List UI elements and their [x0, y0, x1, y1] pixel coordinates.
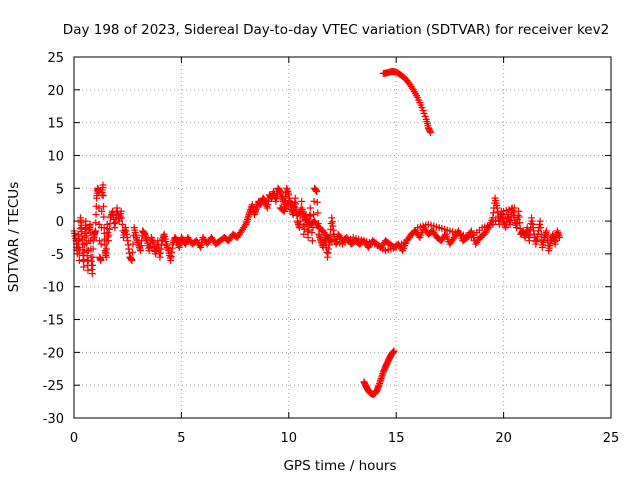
data-point-main-band-interp — [314, 209, 322, 217]
y-axis-label: SDTVAR / TECUs — [6, 182, 22, 292]
y-tick-label: 5 — [56, 182, 64, 197]
data-point-main-band-interp — [308, 229, 316, 237]
data-point-main-band-interp — [100, 202, 108, 210]
data-point-main-band-interp — [118, 214, 126, 222]
plot-frame — [73, 56, 612, 419]
data-point-main-band — [97, 256, 105, 264]
data-point-main-band-interp — [89, 261, 97, 269]
data-point-main-band — [128, 256, 136, 264]
x-axis-label: GPS time / hours — [283, 458, 396, 474]
data-point-main-band — [102, 253, 110, 261]
y-axis-ticks: -30 -25 -20 -15 -10 -5 0 5 10 15 20 25 — [43, 51, 611, 427]
data-point-main-band — [99, 181, 107, 189]
y-tick-label: -10 — [43, 281, 64, 296]
data-point-main-band-interp — [82, 232, 90, 240]
data-point-main-band-interp — [75, 237, 83, 245]
data-point-main-band — [86, 220, 94, 228]
y-tick-label: 20 — [47, 84, 64, 99]
data-point-main-band — [296, 224, 304, 232]
data-point-main-band-interp — [89, 253, 97, 261]
x-tick-label: 5 — [177, 431, 185, 446]
data-points — [70, 67, 563, 398]
data-point-main-band — [91, 227, 99, 235]
y-tick-label: 15 — [47, 117, 64, 132]
data-point-main-band — [88, 270, 96, 278]
data-point-main-band — [306, 204, 314, 212]
data-point-main-band — [117, 207, 125, 215]
y-tick-label: -25 — [43, 379, 64, 394]
data-point-main-band-interp — [80, 256, 88, 264]
data-point-main-band-interp — [310, 197, 318, 205]
data-point-main-band-interp — [129, 248, 137, 256]
data-point-main-band-interp — [241, 222, 249, 230]
data-point-main-band — [298, 197, 306, 205]
y-tick-label: 25 — [47, 51, 64, 66]
data-point-main-band-interp — [92, 211, 100, 219]
y-tick-label: 10 — [47, 149, 64, 164]
data-point-main-band — [555, 234, 563, 241]
data-point-upper-arc-interp — [408, 84, 416, 92]
data-point-main-band — [80, 263, 88, 271]
data-point-main-band-interp — [313, 198, 321, 206]
y-tick-label: -20 — [43, 346, 64, 361]
data-point-lower-arc — [390, 347, 398, 355]
data-point-main-band — [308, 237, 316, 245]
data-point-main-band-interp — [537, 224, 545, 232]
data-point-afternoon-band-interp — [327, 236, 335, 244]
x-tick-label: 20 — [495, 431, 512, 446]
data-point-upper-arc-interp — [419, 106, 427, 114]
data-point-main-band — [536, 217, 544, 225]
data-point-upper-arc-interp — [421, 112, 429, 120]
data-point-main-band-interp — [96, 237, 104, 245]
data-point-main-band-interp — [89, 245, 97, 253]
data-point-main-band-interp — [76, 224, 84, 232]
data-point-main-band-interp — [92, 219, 100, 227]
data-point-main-band — [75, 256, 83, 264]
data-point-main-band-interp — [100, 213, 108, 221]
x-tick-label: 0 — [70, 431, 78, 446]
data-point-afternoon-band — [510, 204, 518, 212]
y-tick-label: 0 — [56, 215, 64, 230]
data-point-upper-arc-interp — [420, 109, 428, 117]
x-tick-label: 10 — [281, 431, 298, 446]
data-point-main-band — [467, 227, 475, 235]
y-tick-label: -5 — [51, 248, 64, 263]
x-axis-ticks: 0 5 10 15 20 25 — [70, 57, 619, 446]
data-point-main-band-interp — [84, 256, 92, 264]
data-point-main-band-interp — [118, 220, 126, 228]
x-tick-label: 15 — [388, 431, 405, 446]
chart-title: Day 198 of 2023, Sidereal Day-to-day VTE… — [63, 22, 609, 38]
data-point-main-band-interp — [310, 211, 318, 219]
data-point-main-band-interp — [98, 207, 106, 215]
data-point-main-band-interp — [102, 245, 110, 253]
data-point-main-band — [95, 188, 103, 196]
data-point-main-band — [313, 188, 321, 196]
data-point-main-band-interp — [99, 192, 107, 200]
y-tick-label: -30 — [43, 412, 64, 427]
data-point-main-band-interp — [306, 211, 314, 219]
data-point-main-band — [84, 266, 92, 274]
grid-lines — [74, 57, 611, 418]
data-point-main-band-interp — [97, 240, 105, 248]
data-point-upper-arc — [427, 128, 435, 136]
x-tick-label: 25 — [603, 431, 620, 446]
data-point-main-band-interp — [468, 230, 476, 238]
data-point-main-band — [304, 234, 312, 241]
y-tick-label: -15 — [43, 314, 64, 329]
data-point-upper-arc — [418, 104, 426, 112]
data-point-main-band — [82, 217, 90, 225]
